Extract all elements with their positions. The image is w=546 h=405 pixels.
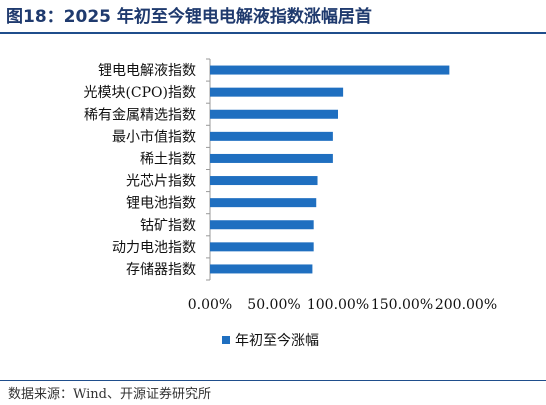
category-label: 最小市值指数 — [112, 128, 196, 145]
category-label: 稀有金属精选指数 — [84, 107, 196, 123]
category-label: 存储器指数 — [126, 262, 196, 278]
bar — [210, 153, 333, 163]
x-tick-label: 50.00% — [247, 297, 300, 313]
category-label: 锂电池指数 — [126, 196, 196, 212]
category-label: 锂电电解液指数 — [98, 63, 196, 79]
bar — [210, 176, 318, 186]
bar — [210, 65, 450, 75]
source-divider — [0, 380, 546, 381]
bar — [210, 109, 338, 119]
bar — [210, 220, 314, 230]
x-tick-label: 100.00% — [307, 297, 369, 313]
title-divider — [0, 32, 546, 34]
bar — [210, 131, 333, 141]
source-note: 数据来源：Wind、开源证券研究所 — [8, 387, 211, 402]
category-label: 钴矿指数 — [140, 218, 196, 234]
category-label: 光模块(CPO)指数 — [83, 85, 196, 101]
bar — [210, 87, 344, 97]
bar — [210, 264, 313, 274]
category-label: 动力电池指数 — [112, 240, 196, 256]
category-label: 光芯片指数 — [126, 174, 196, 190]
bar — [210, 198, 317, 208]
x-tick-label: 0.00% — [188, 297, 232, 313]
figure-title: 图18：2025 年初至今锂电电解液指数涨幅居首 — [6, 7, 372, 27]
legend-label: 年初至今涨幅 — [235, 332, 319, 349]
bar — [210, 242, 314, 252]
category-label: 稀土指数 — [140, 151, 196, 167]
x-tick-label: 150.00% — [371, 297, 433, 313]
x-tick-label: 200.00% — [435, 297, 497, 313]
legend-swatch — [222, 336, 230, 344]
